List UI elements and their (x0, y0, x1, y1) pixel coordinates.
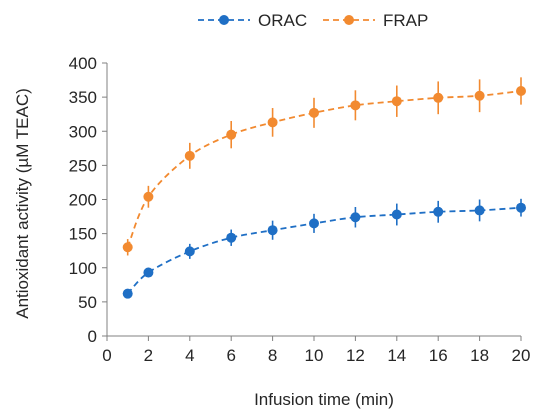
y-tick-label: 300 (69, 122, 97, 141)
x-tick-label: 8 (268, 346, 277, 365)
data-point (433, 206, 444, 217)
data-point (433, 92, 444, 103)
y-tick-label: 250 (69, 156, 97, 175)
x-axis-title: Infusion time (min) (254, 390, 394, 409)
data-point (143, 191, 154, 202)
plot-area (122, 77, 526, 299)
data-point (122, 288, 133, 299)
data-point (516, 85, 526, 96)
data-point (267, 225, 278, 236)
series-line (126, 90, 522, 248)
x-tick-label: 6 (226, 346, 235, 365)
legend-item-frap: FRAP (323, 11, 428, 30)
data-point (474, 90, 485, 101)
data-point (474, 205, 485, 216)
legend-item-orac: ORAC (198, 11, 307, 30)
y-tick-label: 100 (69, 259, 97, 278)
y-tick-label: 50 (78, 293, 97, 312)
legend-marker (344, 15, 354, 25)
x-tick-label: 14 (387, 346, 406, 365)
data-point (309, 218, 319, 229)
data-point (350, 212, 361, 223)
series-frap (122, 77, 526, 256)
x-tick-label: 10 (305, 346, 324, 365)
axes: 0 50 100 150 200 250 300 350 400 0 2 4 6 8 10 12 14 16 18 2… (69, 54, 531, 365)
y-tick-label: 0 (88, 327, 97, 346)
data-point (391, 209, 402, 220)
x-tick-label: 2 (144, 346, 153, 365)
data-point (122, 242, 133, 253)
x-tick-label: 0 (102, 346, 111, 365)
y-tick-label: 200 (69, 191, 97, 210)
x-tick-label: 20 (512, 346, 531, 365)
x-tick-label: 4 (185, 346, 194, 365)
data-point (143, 267, 154, 278)
x-tick-label: 16 (429, 346, 448, 365)
y-tick-label: 400 (69, 54, 97, 73)
legend: ORAC FRAP (198, 11, 428, 30)
data-point (184, 150, 195, 161)
data-point (350, 100, 361, 111)
x-tick-label: 12 (346, 346, 365, 365)
data-point (226, 232, 237, 243)
data-point (226, 129, 237, 140)
data-point (309, 107, 319, 118)
x-tick-label: 18 (470, 346, 489, 365)
legend-marker (219, 15, 229, 25)
y-tick-label: 350 (69, 88, 97, 107)
data-point (516, 202, 526, 213)
legend-label: ORAC (258, 11, 307, 30)
y-axis-title: Antioxidant activity (µM TEAC) (13, 88, 32, 319)
y-tick-label: 150 (69, 225, 97, 244)
data-point (391, 96, 402, 107)
series-orac (122, 198, 526, 299)
legend-label: FRAP (383, 11, 428, 30)
data-point (267, 117, 278, 128)
data-point (184, 246, 195, 257)
